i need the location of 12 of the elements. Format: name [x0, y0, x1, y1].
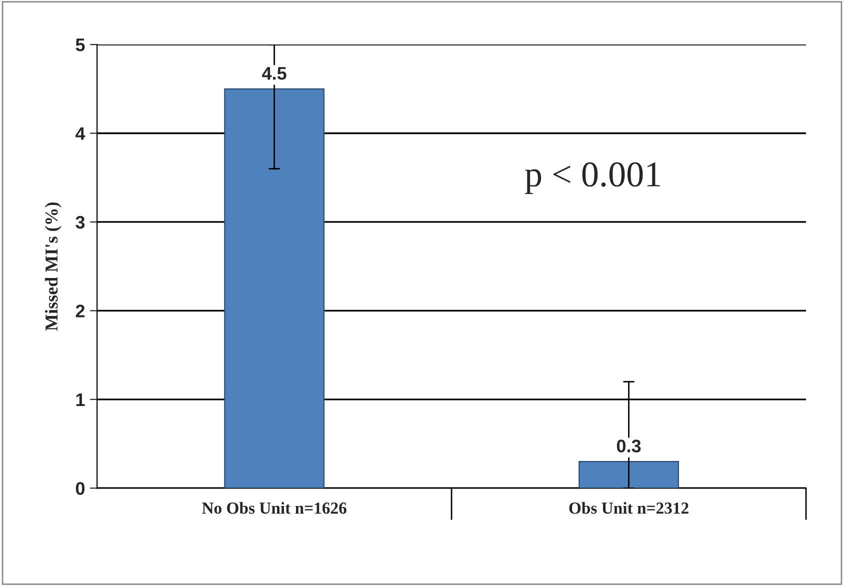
x-tick-label: No Obs Unit n=1626: [202, 502, 346, 514]
data-label: 0.3: [616, 440, 641, 452]
annotation: p < 0.001: [525, 162, 660, 194]
y-tick-label: 3: [76, 216, 85, 229]
y-axis-title: Missed MI's (%): [44, 202, 62, 331]
data-label: 4.5: [262, 67, 286, 80]
y-tick-label: 0: [76, 482, 85, 495]
y-tick-label: 5: [76, 38, 85, 52]
y-tick-label: 4: [75, 127, 86, 140]
y-tick-label: 1: [76, 394, 85, 406]
y-tick-label: 2: [76, 304, 85, 318]
x-tick-label: Obs Unit n=2312: [569, 502, 688, 514]
